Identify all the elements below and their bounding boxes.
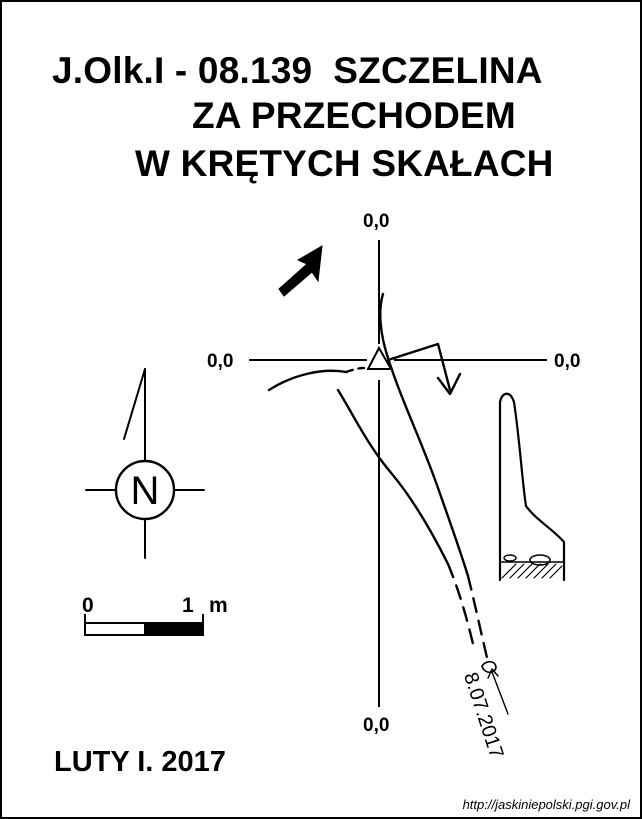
- title-line-3: W KRĘTYCH SKAŁACH: [135, 143, 554, 184]
- cross-section-outline: [498, 392, 566, 582]
- scale-segment-white: [84, 622, 146, 636]
- coordinate-grid: [249, 240, 547, 707]
- cave-wall-left-top: [267, 369, 348, 392]
- cave-wall-left-dashed-short: [344, 366, 366, 374]
- title-line-2: ZA PRZECHODEM: [192, 95, 516, 136]
- passage-arrow-line: [386, 342, 452, 392]
- cross-section: [498, 392, 566, 582]
- grid-label-bottom: 0,0: [363, 715, 390, 736]
- survey-point-triangle-icon: [366, 345, 393, 370]
- north-arrow: [85, 368, 205, 559]
- grid-label-top: 0,0: [363, 211, 390, 232]
- grid-label-left: 0,0: [207, 351, 234, 372]
- scale-segment-black: [144, 622, 204, 636]
- sediment-hatching: [501, 563, 563, 579]
- source-link[interactable]: http://jaskiniepolski.pgi.gov.pl: [462, 797, 630, 812]
- scale-end-label: 1: [182, 594, 194, 617]
- date-pointer-head: [487, 668, 499, 679]
- north-label: N: [131, 469, 160, 513]
- cave-wall-right-dashed: [466, 574, 490, 664]
- end-marker-icon: [481, 660, 497, 674]
- cave-wall-left: [336, 388, 450, 566]
- entrance-arrow-icon: [278, 245, 323, 297]
- grid-label-right: 0,0: [554, 351, 581, 372]
- cave-wall-right: [379, 292, 470, 578]
- date-pointer-line: [491, 671, 509, 715]
- title-line-1: J.Olk.I - 08.139 SZCZELINA: [52, 50, 543, 91]
- author-date: LUTY I. 2017: [54, 746, 226, 778]
- small-boulder-icon: [503, 554, 517, 562]
- passage-arrow-head: [436, 372, 462, 396]
- compass-circle-icon: [114, 459, 176, 521]
- scale-unit-label: m: [209, 594, 228, 617]
- boulder-icon: [529, 554, 551, 566]
- cave-wall-left-dashed: [446, 562, 476, 650]
- scale-bar: [84, 614, 204, 636]
- cave-plan: [267, 292, 509, 715]
- scale-start-label: 0: [82, 594, 94, 617]
